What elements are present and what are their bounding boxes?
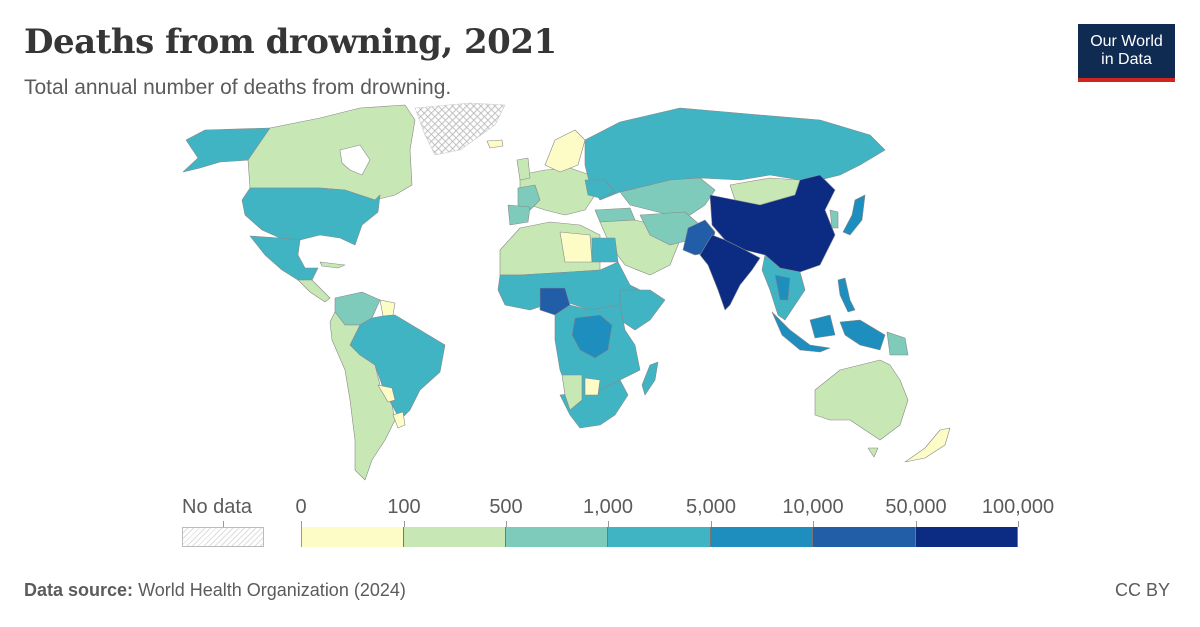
- region-drc[interactable]: [571, 314, 613, 359]
- region-scandinavia[interactable]: [544, 129, 586, 173]
- legend-tick: [711, 521, 712, 527]
- legend-tick: [608, 521, 609, 527]
- legend-bin-5000-10000[interactable]: [711, 527, 813, 547]
- legend-bin-100-500[interactable]: [404, 527, 506, 547]
- legend-tick-label: 1,000: [582, 496, 634, 518]
- legend-tick: [1018, 521, 1019, 527]
- region-turkey[interactable]: [594, 207, 636, 223]
- owid-logo[interactable]: Our World in Data: [1078, 24, 1175, 82]
- legend-tick: [813, 521, 814, 527]
- region-central-asia[interactable]: [619, 177, 716, 216]
- region-greenland[interactable]: [414, 102, 506, 156]
- region-egypt[interactable]: [591, 237, 619, 263]
- legend-tick-label: 100: [387, 496, 421, 518]
- region-horn-africa[interactable]: [619, 289, 666, 331]
- legend-bin-50000-100000[interactable]: [916, 527, 1018, 547]
- data-source-link[interactable]: World Health Organization (2024): [138, 580, 406, 600]
- license-link[interactable]: CC BY: [1114, 580, 1170, 600]
- region-new-zealand[interactable]: [904, 427, 951, 463]
- region-libya[interactable]: [559, 231, 593, 263]
- region-central-america[interactable]: [297, 279, 331, 303]
- legend-bin-10000-50000[interactable]: [813, 527, 916, 547]
- region-thailand[interactable]: [774, 274, 791, 301]
- region-australia[interactable]: [814, 359, 909, 441]
- legend-tick-label: 500: [489, 496, 523, 518]
- region-mexico[interactable]: [249, 235, 319, 281]
- legend-bin-0-100[interactable]: [301, 527, 404, 547]
- world-map[interactable]: [120, 100, 1080, 490]
- region-southern-africa[interactable]: [559, 379, 629, 429]
- legend-tick-label: 5,000: [685, 496, 737, 518]
- region-usa[interactable]: [241, 187, 381, 246]
- legend-tick: [404, 521, 405, 527]
- legend-bin-1000-5000[interactable]: [608, 527, 711, 547]
- region-uk[interactable]: [516, 157, 531, 181]
- region-botswana[interactable]: [584, 377, 601, 396]
- region-cuba[interactable]: [319, 261, 346, 269]
- region-guianas[interactable]: [379, 299, 396, 317]
- region-canada[interactable]: [247, 104, 416, 201]
- data-source-label: Data source:: [24, 580, 134, 600]
- region-madagascar[interactable]: [641, 361, 659, 396]
- region-southern-cone[interactable]: [329, 311, 396, 481]
- legend-tick: [506, 521, 507, 527]
- region-png[interactable]: [886, 331, 909, 356]
- region-namibia[interactable]: [561, 374, 583, 411]
- chart-subtitle: Total annual number of deaths from drown…: [24, 76, 452, 99]
- region-alaska[interactable]: [182, 127, 271, 173]
- legend-tick-label: 10,000: [782, 496, 844, 518]
- chart-title: Deaths from drowning, 2021: [24, 22, 557, 62]
- region-france[interactable]: [517, 184, 541, 211]
- region-japan[interactable]: [842, 194, 866, 236]
- data-source: Data source: World Health Organization (…: [24, 580, 406, 601]
- region-korea[interactable]: [829, 209, 839, 229]
- legend-tick: [301, 521, 302, 527]
- region-indonesia[interactable]: [771, 311, 886, 353]
- region-iceland[interactable]: [486, 139, 504, 149]
- logo-line-1: Our World: [1090, 33, 1163, 50]
- logo-accent-bar: [1078, 78, 1175, 82]
- legend-tick: [916, 521, 917, 527]
- region-paraguay[interactable]: [377, 384, 396, 403]
- region-philippines[interactable]: [837, 277, 856, 313]
- region-uruguay[interactable]: [392, 411, 406, 429]
- legend-no-data-label: No data: [182, 496, 253, 518]
- region-iberia[interactable]: [507, 204, 531, 226]
- region-ukraine[interactable]: [584, 179, 616, 199]
- legend-tick-label: 0: [295, 496, 307, 518]
- legend-bin-500-1000[interactable]: [506, 527, 608, 547]
- legend-tick-label: 100,000: [981, 496, 1055, 518]
- region-tasmania[interactable]: [867, 447, 879, 458]
- legend-tick-label: 50,000: [885, 496, 947, 518]
- region-india[interactable]: [699, 234, 761, 311]
- legend-no-data-swatch[interactable]: [182, 527, 264, 547]
- logo-line-2: in Data: [1101, 51, 1152, 68]
- legend-no-data-tick: [223, 521, 224, 527]
